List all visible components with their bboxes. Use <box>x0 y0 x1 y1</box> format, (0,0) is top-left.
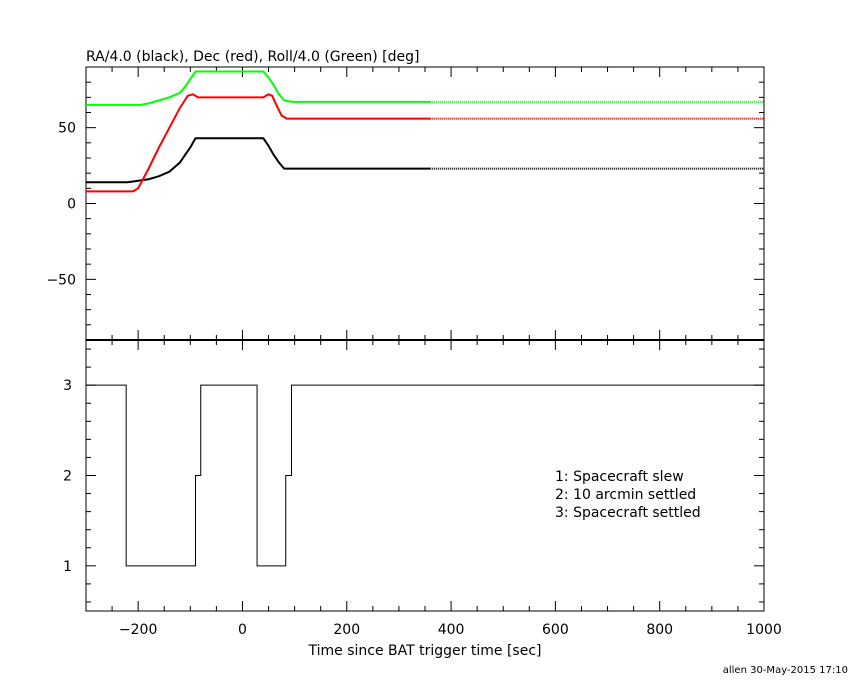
legend-item-2: 2: 10 arcmin settled <box>555 487 696 503</box>
x-tick-label: 200 <box>333 622 360 638</box>
series-line-1 <box>86 93 431 193</box>
top-y-tick-label: 50 <box>58 121 76 137</box>
series-line-2 <box>86 70 431 106</box>
x-axis-label: Time since BAT trigger time [sec] <box>308 643 542 659</box>
x-tick-label: 400 <box>438 622 465 638</box>
x-tick-label: 800 <box>646 622 673 638</box>
bottom-y-tick-label: 1 <box>63 559 72 575</box>
bottom-y-tick-label: 2 <box>63 469 72 485</box>
top-y-tick-label: 0 <box>67 197 76 213</box>
bottom-y-tick-label: 3 <box>63 378 72 394</box>
chart-title: RA/4.0 (black), Dec (red), Roll/4.0 (Gre… <box>86 49 419 65</box>
status-step-line <box>86 384 764 567</box>
x-tick-label: −200 <box>119 622 157 638</box>
series-line-0 <box>86 137 431 184</box>
footer-credit: allen 30-May-2015 17:10 <box>723 665 848 676</box>
legend-item-3: 3: Spacecraft settled <box>555 505 701 521</box>
bottom-panel-ticks: 3 2 1 −200 0 200 400 600 800 1000 <box>63 340 782 638</box>
top-y-tick-label: −50 <box>46 272 76 288</box>
top-panel-series <box>86 70 764 193</box>
x-tick-label: 600 <box>542 622 569 638</box>
top-panel-ticks: 50 0 −50 <box>46 67 765 340</box>
x-tick-label: 1000 <box>746 622 782 638</box>
bottom-panel-series <box>86 384 764 567</box>
legend-item-1: 1: Spacecraft slew <box>555 469 684 485</box>
top-panel-frame <box>85 66 765 341</box>
x-tick-label: 0 <box>238 622 247 638</box>
